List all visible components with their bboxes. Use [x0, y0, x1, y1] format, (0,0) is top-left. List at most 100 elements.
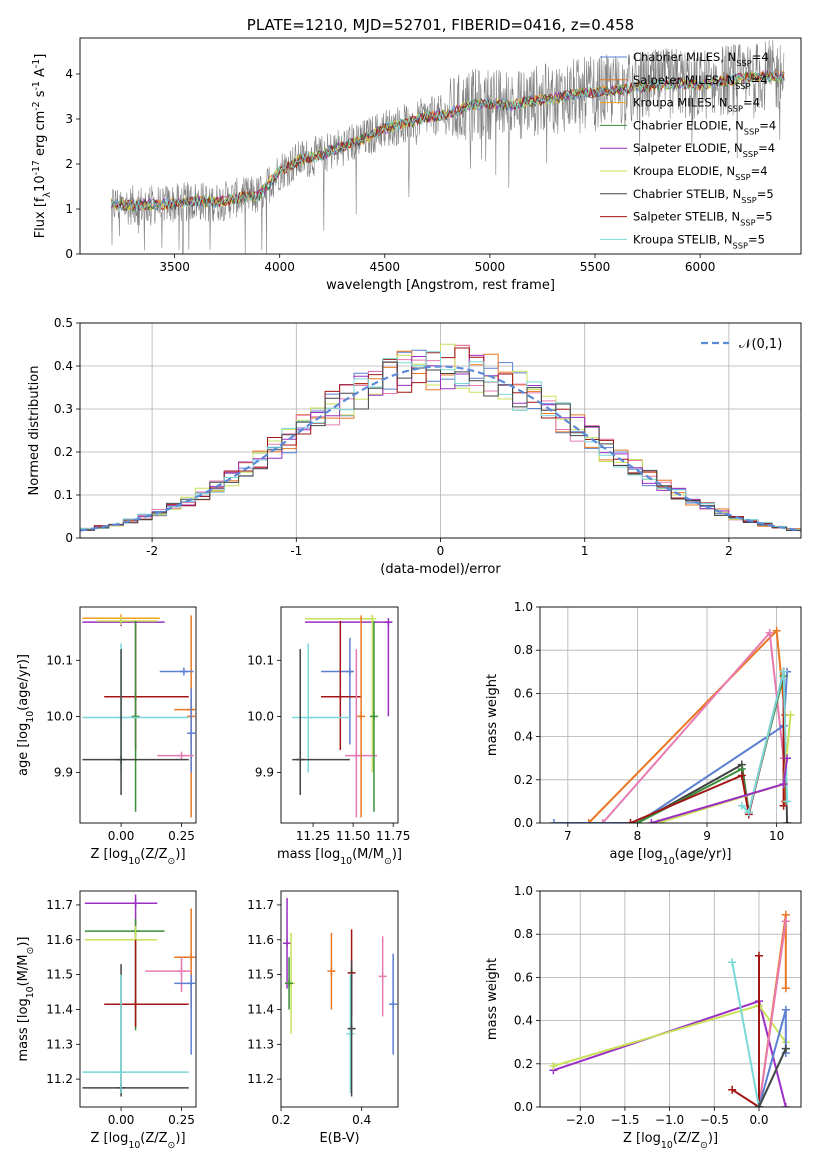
- data-point: [157, 751, 194, 760]
- weight-marker: [781, 1103, 790, 1107]
- weight-marker: [772, 626, 781, 635]
- x-tick-label: 0.00: [108, 1113, 135, 1127]
- y-tick-label: 10.1: [46, 653, 73, 667]
- y-tick-label: 0.2: [514, 1057, 533, 1071]
- age_vs_Z-plot-area: [82, 614, 196, 818]
- legend-label: Chabrier STELIB, NSSP=5: [633, 187, 774, 205]
- y-tick-label: 0.4: [54, 359, 73, 373]
- legend-label: 𝒩(0,1): [739, 337, 782, 352]
- x-tick-label: 0.00: [108, 829, 135, 843]
- data-point: [305, 614, 377, 773]
- y-tick-label: 4: [65, 67, 73, 81]
- y-tick-label: 1: [65, 202, 73, 216]
- mass_vs_Z-panel: 0.00 0.25 11.2 11.3 11.4 11.5 11.6 11.7 Z [log10…: [16, 890, 197, 1151]
- y-tick-label: 0.2: [514, 773, 533, 787]
- weight-marker: [779, 780, 788, 789]
- x-tick-label: 4000: [264, 260, 295, 274]
- x-tick-label: 0.0: [749, 1113, 768, 1127]
- legend-label: Chabrier ELODIE, NSSP=4: [633, 118, 776, 136]
- weight-marker: [765, 628, 774, 637]
- legend-label: Kroupa MILES, NSSP=4: [633, 96, 760, 114]
- legend: 𝒩(0,1): [701, 337, 782, 352]
- data-point: [82, 618, 165, 627]
- legend-label: Salpeter ELODIE, NSSP=4: [633, 141, 775, 159]
- data-point: [84, 918, 165, 1031]
- data-point: [96, 617, 158, 626]
- data-point: [292, 643, 350, 773]
- y-tick-label: 11.3: [247, 1037, 274, 1051]
- x-tick-label: -1: [290, 544, 302, 558]
- y-tick-label: 1.0: [514, 884, 533, 898]
- weight-marker: [728, 1085, 737, 1094]
- y-tick-label: 10.0: [247, 709, 274, 723]
- data-point: [283, 897, 292, 989]
- x-axis-label: Z [log10(Z/Z⊙)]: [90, 1131, 185, 1151]
- x-axis-label: (data-model)/error: [380, 562, 501, 577]
- y-tick-label: 0.0: [514, 1100, 533, 1114]
- weight-line-pink: [758, 921, 787, 1107]
- weight-marker: [783, 819, 792, 823]
- axes-frame: [280, 890, 399, 1108]
- y-axis-label: mass weight: [485, 674, 500, 756]
- x-axis-label: wavelength [Angstrom, rest frame]: [326, 278, 555, 293]
- x-tick-label: 11.75: [376, 829, 410, 843]
- x-tick-label: 11.50: [336, 829, 370, 843]
- y-tick-label: 0.4: [514, 730, 533, 744]
- axes-frame: [539, 606, 802, 824]
- weight-marker: [584, 819, 593, 823]
- legend: Chabrier MILES, NSSP=4 Salpeter MILES, NS…: [600, 50, 776, 250]
- age_vs_mass-plot-area: [292, 614, 393, 818]
- y-tick-label: 11.6: [46, 933, 73, 947]
- legend-label: Salpeter STELIB, NSSP=5: [633, 210, 773, 228]
- x-tick-label: 0.25: [168, 1113, 195, 1127]
- y-axis-label: Normed distribution: [27, 366, 42, 496]
- mass_vs_Z-plot-area: [82, 894, 196, 1097]
- histogram-kroupa_stelib: [80, 351, 801, 531]
- weight-marker: [781, 984, 790, 993]
- x-tick-label: 5000: [475, 260, 506, 274]
- legend-label: Kroupa ELODIE, NSSP=4: [633, 164, 768, 182]
- x-axis-label: Z [log10(Z/Z⊙)]: [90, 847, 185, 867]
- data-point: [305, 618, 393, 717]
- y-tick-label: 11.5: [46, 968, 73, 982]
- histogram-chabrier_stelib: [80, 361, 801, 531]
- data-point: [174, 908, 196, 1010]
- data-point: [321, 637, 354, 745]
- weight-marker: [728, 958, 737, 967]
- x-axis-label: age [log10(age/yr)]: [610, 847, 732, 867]
- age_vs_mass-panel: 11.25 11.50 11.75 9.9 10.0 10.1 mass [log10(M/…: [247, 606, 410, 867]
- mass_vs_EBV-plot-area: [283, 897, 398, 1097]
- data-point: [346, 974, 355, 1094]
- data-point: [389, 953, 398, 1055]
- x-tick-label: 10: [769, 829, 784, 843]
- y-tick-label: 11.4: [46, 1002, 73, 1016]
- weight-marker: [783, 754, 792, 763]
- mass_weight_vs_age-plot-area: [549, 626, 795, 823]
- weight-line-chabrier_miles: [553, 671, 789, 823]
- weight-marker: [737, 801, 746, 810]
- weight-marker: [783, 797, 792, 806]
- x-tick-label: 0: [437, 544, 445, 558]
- data-point: [159, 667, 194, 676]
- spectrum-panel: 3500 4000 4500 5000 5500 6000 0 1 2 3 4 wavelength …: [31, 16, 802, 293]
- x-tick-label: 0.4: [352, 1113, 371, 1127]
- y-tick-label: 0.8: [514, 927, 533, 941]
- y-axis-label: mass weight: [485, 958, 500, 1040]
- y-tick-label: 0.2: [54, 445, 73, 459]
- x-tick-label: -2: [146, 544, 158, 558]
- axes-frame: [280, 606, 399, 824]
- data-point: [82, 649, 189, 795]
- weight-marker: [598, 819, 607, 823]
- y-tick-label: 1.0: [514, 600, 533, 614]
- y-tick-label: 0.6: [514, 686, 533, 700]
- y-tick-label: 0.8: [514, 643, 533, 657]
- x-tick-label: −0.5: [700, 1113, 729, 1127]
- y-axis-label: Flux [fλ10-17 erg cm-2 s-1 A-1]: [31, 54, 53, 239]
- x-tick-label: 5500: [580, 260, 611, 274]
- mass_weight_vs_Z-panel: −2.0 −1.5 −1.0 −0.5 0.0 0.0 0.2 0.4 0.6 0.8 1.0 Z […: [485, 884, 802, 1151]
- data-point: [82, 974, 189, 1094]
- x-tick-label: 9: [703, 829, 711, 843]
- axes-frame: [79, 322, 802, 539]
- weight-marker: [626, 819, 635, 823]
